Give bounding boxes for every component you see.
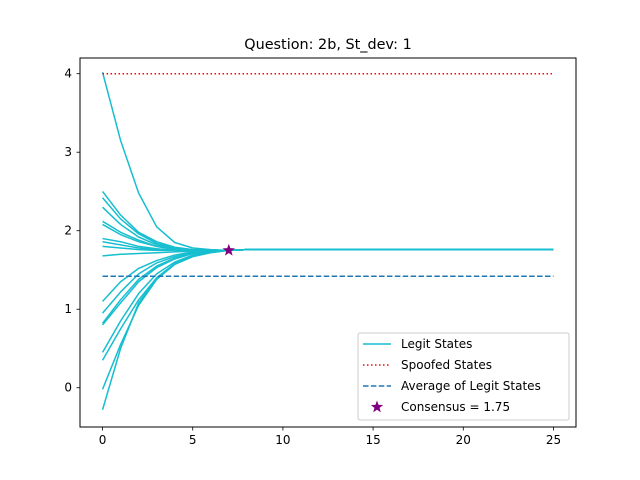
legend: Legit States Spoofed States Average of L… (357, 332, 570, 421)
y-tick-label: 4 (64, 67, 72, 81)
y-tick-label: 1 (64, 302, 72, 316)
y-tick-label: 0 (64, 381, 72, 395)
legit-state-line-0 (101, 71, 554, 252)
legend-label-spoofed: Spoofed States (401, 358, 492, 372)
axes-frame (79, 57, 577, 428)
x-tick-label: 20 (456, 433, 471, 447)
x-tick-label: 5 (189, 433, 197, 447)
x-tick-label: 25 (546, 433, 561, 447)
legend-star-marker (370, 400, 384, 413)
axes: 0 5 10 15 20 25 0 1 2 3 4 (64, 57, 577, 447)
x-tick-label: 15 (365, 433, 380, 447)
consensus-star-marker (222, 243, 235, 256)
y-tick-label: 2 (64, 224, 72, 238)
x-tick-label: 0 (99, 433, 107, 447)
legit-state-line-1 (101, 191, 554, 252)
legit-state-line-2 (101, 197, 554, 252)
x-tick-label: 10 (275, 433, 290, 447)
legit-state-line-3 (102, 206, 554, 252)
legit-state-line-13 (101, 248, 554, 326)
y-tick-label: 3 (64, 145, 72, 159)
legit-state-line-17 (101, 248, 554, 410)
chart-title: Question: 2b, St_dev: 1 (244, 37, 412, 53)
legend-label-legit: Legit States (401, 337, 472, 351)
legend-frame (357, 332, 570, 421)
legend-label-average: Average of Legit States (401, 379, 541, 393)
legit-state-line-10 (101, 248, 554, 302)
plot-area (101, 71, 554, 410)
legend-label-consensus: Consensus = 1.75 (401, 400, 510, 414)
legit-state-line-11 (101, 248, 554, 314)
